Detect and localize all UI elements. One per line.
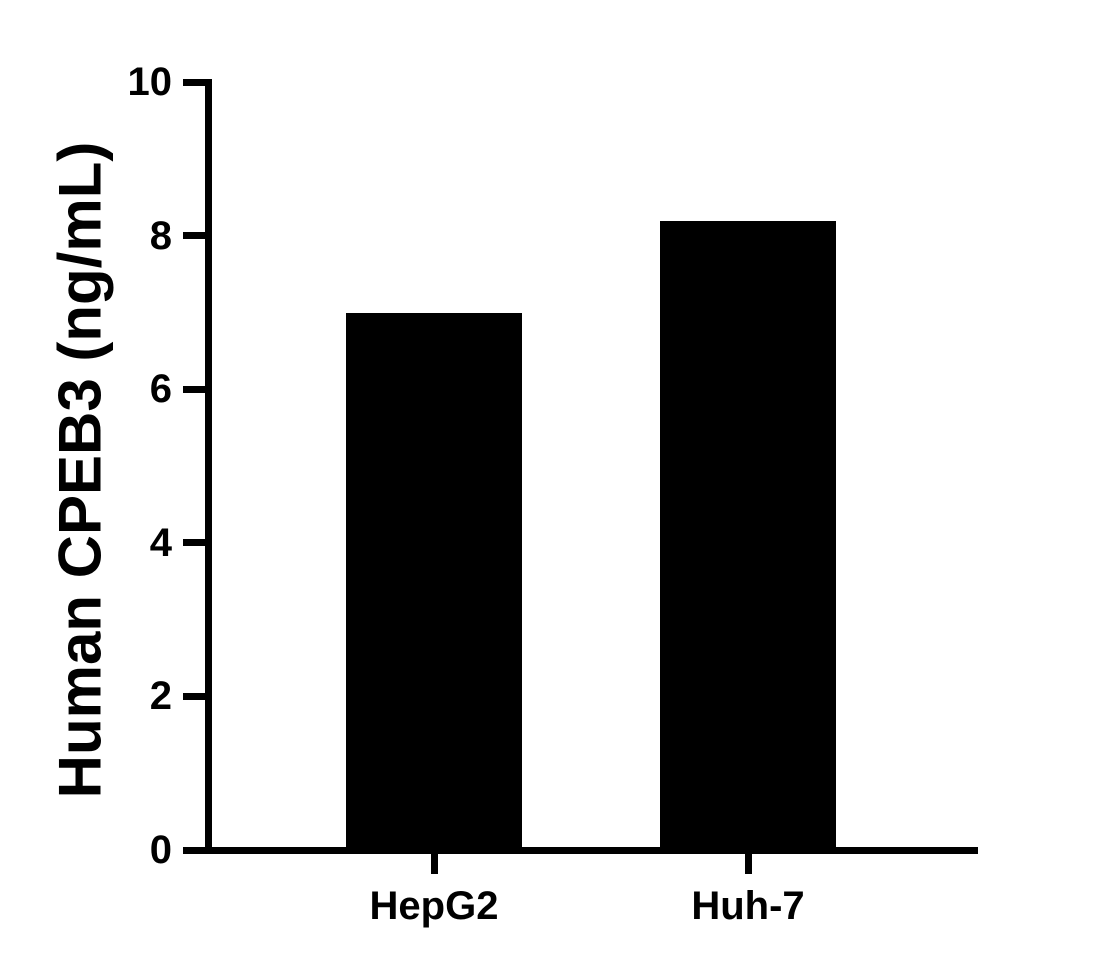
y-tick	[183, 539, 209, 547]
y-axis-line	[205, 79, 212, 854]
y-tick	[183, 385, 209, 393]
y-tick-label: 8	[149, 213, 172, 258]
y-tick-label: 4	[149, 520, 172, 565]
x-tick	[744, 854, 752, 874]
y-tick-label: 0	[149, 828, 172, 872]
y-tick	[183, 232, 209, 240]
bar-hepg2	[346, 313, 522, 851]
y-tick-label: 10	[127, 60, 173, 104]
x-tick	[430, 854, 438, 874]
y-tick-label: 2	[149, 674, 172, 719]
y-tick-label: 6	[149, 367, 172, 412]
x-tick-label-huh-7: Huh-7	[691, 884, 805, 928]
y-tick	[183, 846, 209, 854]
bar-huh-7	[660, 221, 836, 851]
y-tick	[183, 78, 209, 86]
x-tick-label-hepg2: HepG2	[369, 884, 499, 928]
x-axis-line	[205, 847, 978, 854]
y-tick	[183, 692, 209, 700]
